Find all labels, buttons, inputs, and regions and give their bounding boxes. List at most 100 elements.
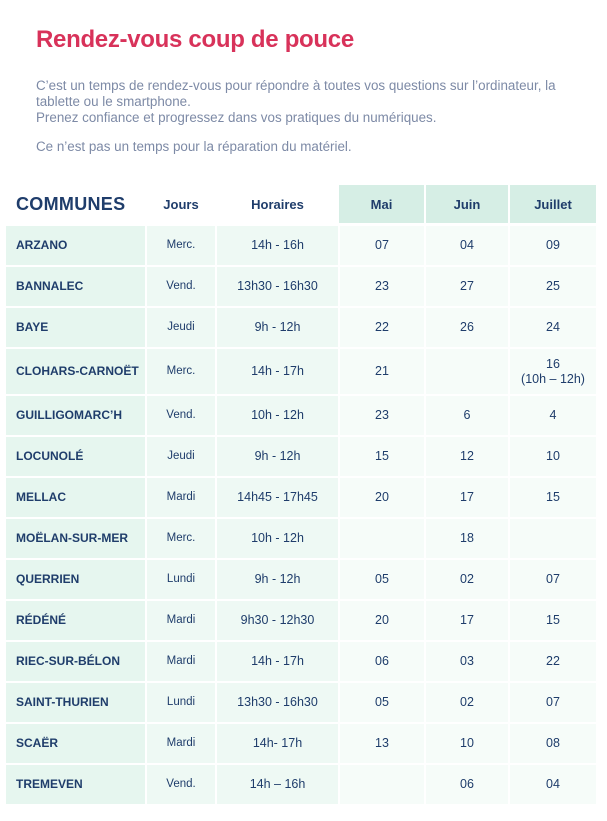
mai-cell: 20 [340, 601, 424, 640]
intro-note: Ce n’est pas un temps pour la réparation… [36, 139, 352, 154]
header-horaires: Horaires [251, 196, 304, 212]
commune-cell: ARZANO [6, 226, 145, 265]
horaire-cell: 9h - 12h [217, 437, 338, 476]
juillet-cell: 09 [510, 226, 596, 265]
juin-cell: 10 [426, 724, 508, 763]
commune-cell: TREMEVEN [6, 765, 145, 804]
juillet-cell: 15 [510, 478, 596, 517]
table-row: MOËLAN-SUR-MER Merc. 10h - 12h 18 [6, 519, 596, 558]
commune-cell: MOËLAN-SUR-MER [6, 519, 145, 558]
table-header: COMMUNES Jours Horaires Mai Juin Juillet [6, 185, 596, 223]
table-row: RIEC-SUR-BÉLON Mardi 14h - 17h 06 03 22 [6, 642, 596, 681]
juin-cell: 17 [426, 601, 508, 640]
juillet-cell: 4 [510, 396, 596, 435]
horaire-cell: 9h30 - 12h30 [217, 601, 338, 640]
juillet-date: 16 [546, 356, 560, 371]
mai-cell [340, 519, 424, 558]
mai-cell: 06 [340, 642, 424, 681]
commune-cell: SAINT-THURIEN [6, 683, 145, 722]
juin-cell: 17 [426, 478, 508, 517]
jour-cell: Mardi [147, 724, 215, 763]
jour-cell: Lundi [147, 560, 215, 599]
commune-cell: QUERRIEN [6, 560, 145, 599]
juillet-hours-note: (10h – 12h) [521, 371, 585, 386]
table-row: CLOHARS-CARNOËT Merc. 14h - 17h 21 16 (10h – … [6, 349, 596, 394]
header-mai: Mai [339, 185, 424, 223]
juillet-cell: 07 [510, 683, 596, 722]
horaire-cell: 14h45 - 17h45 [217, 478, 338, 517]
mai-cell: 23 [340, 396, 424, 435]
juillet-cell: 04 [510, 765, 596, 804]
table-row: SCAËR Mardi 14h- 17h 13 10 08 [6, 724, 596, 763]
header-juillet: Juillet [510, 185, 596, 223]
commune-cell: GUILLIGOMARC’H [6, 396, 145, 435]
intro-text: C’est un temps de rendez-vous pour répon… [36, 78, 576, 155]
juin-cell: 12 [426, 437, 508, 476]
mai-cell: 05 [340, 560, 424, 599]
juillet-cell: 15 [510, 601, 596, 640]
table-row: RÉDÉNÉ Mardi 9h30 - 12h30 20 17 15 [6, 601, 596, 640]
jour-cell: Mardi [147, 642, 215, 681]
juillet-cell: 16 (10h – 12h) [510, 349, 596, 394]
table-row: LOCUNOLÉ Jeudi 9h - 12h 15 12 10 [6, 437, 596, 476]
juillet-cell: 24 [510, 308, 596, 347]
horaire-cell: 13h30 - 16h30 [217, 267, 338, 306]
commune-cell: CLOHARS-CARNOËT [6, 349, 145, 394]
juin-cell: 6 [426, 396, 508, 435]
mai-cell: 20 [340, 478, 424, 517]
header-jours: Jours [163, 196, 199, 212]
mai-cell: 07 [340, 226, 424, 265]
juin-cell [426, 349, 508, 394]
jour-cell: Merc. [147, 349, 215, 394]
horaire-cell: 14h - 17h [217, 349, 338, 394]
juillet-cell: 10 [510, 437, 596, 476]
mai-cell: 22 [340, 308, 424, 347]
table-row: BANNALEC Vend. 13h30 - 16h30 23 27 25 [6, 267, 596, 306]
juillet-cell: 08 [510, 724, 596, 763]
intro-line-2: Prenez confiance et progressez dans vos … [36, 110, 437, 125]
juin-cell: 04 [426, 226, 508, 265]
juin-cell: 18 [426, 519, 508, 558]
table-row: BAYE Jeudi 9h - 12h 22 26 24 [6, 308, 596, 347]
jour-cell: Mardi [147, 478, 215, 517]
header-communes: COMMUNES [16, 193, 126, 214]
jour-cell: Jeudi [147, 308, 215, 347]
mai-cell: 21 [340, 349, 424, 394]
juillet-cell [510, 519, 596, 558]
horaire-cell: 14h- 17h [217, 724, 338, 763]
horaire-cell: 14h - 16h [217, 226, 338, 265]
juin-cell: 02 [426, 560, 508, 599]
horaire-cell: 9h - 12h [217, 308, 338, 347]
table-row: ARZANO Merc. 14h - 16h 07 04 09 [6, 226, 596, 265]
jour-cell: Vend. [147, 267, 215, 306]
juin-cell: 26 [426, 308, 508, 347]
jour-cell: Vend. [147, 396, 215, 435]
juillet-cell: 25 [510, 267, 596, 306]
commune-cell: LOCUNOLÉ [6, 437, 145, 476]
mai-cell: 13 [340, 724, 424, 763]
juin-cell: 03 [426, 642, 508, 681]
header-juin: Juin [426, 185, 508, 223]
jour-cell: Lundi [147, 683, 215, 722]
jour-cell: Merc. [147, 519, 215, 558]
horaire-cell: 10h - 12h [217, 519, 338, 558]
jour-cell: Vend. [147, 765, 215, 804]
mai-cell: 05 [340, 683, 424, 722]
commune-cell: SCAËR [6, 724, 145, 763]
horaire-cell: 14h – 16h [217, 765, 338, 804]
juin-cell: 06 [426, 765, 508, 804]
table-row: GUILLIGOMARC’H Vend. 10h - 12h 23 6 4 [6, 396, 596, 435]
page-title: Rendez-vous coup de pouce [36, 26, 354, 53]
commune-cell: BANNALEC [6, 267, 145, 306]
mai-cell: 23 [340, 267, 424, 306]
juin-cell: 27 [426, 267, 508, 306]
commune-cell: BAYE [6, 308, 145, 347]
table-row: TREMEVEN Vend. 14h – 16h 06 04 [6, 765, 596, 804]
horaire-cell: 10h - 12h [217, 396, 338, 435]
jour-cell: Merc. [147, 226, 215, 265]
commune-cell: RIEC-SUR-BÉLON [6, 642, 145, 681]
table-row: MELLAC Mardi 14h45 - 17h45 20 17 15 [6, 478, 596, 517]
commune-cell: MELLAC [6, 478, 145, 517]
jour-cell: Mardi [147, 601, 215, 640]
juin-cell: 02 [426, 683, 508, 722]
